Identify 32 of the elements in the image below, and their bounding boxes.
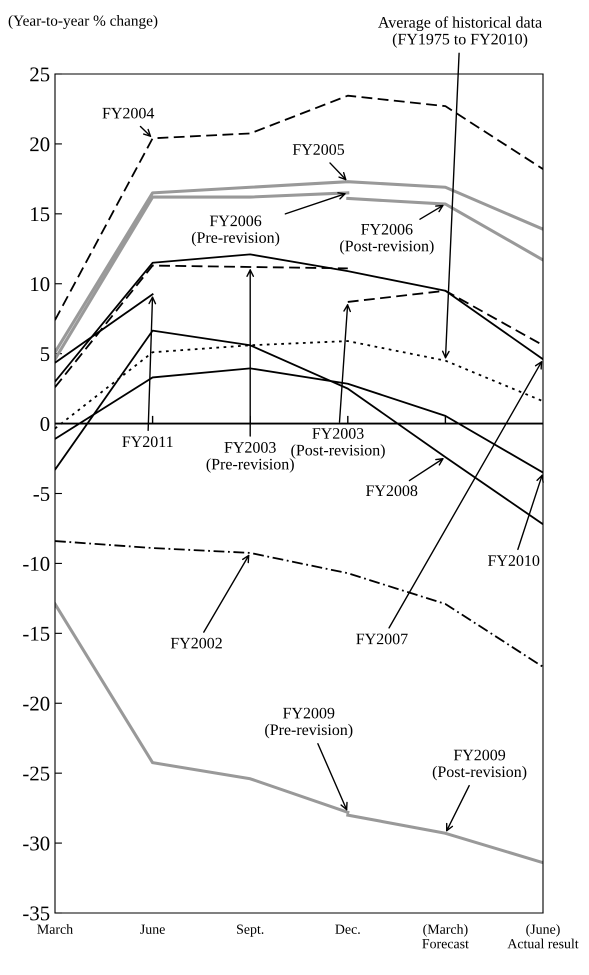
y-tick-label: -10 xyxy=(23,556,50,571)
annotation: FY2006 (Pre-revision) xyxy=(192,215,280,246)
annotation: FY2008 xyxy=(366,485,418,496)
y-tick-label: -25 xyxy=(23,766,50,781)
x-tick-label: (March) Forecast xyxy=(422,924,469,948)
y-tick-label: 20 xyxy=(30,137,50,152)
annotation: FY2006 (Post-revision) xyxy=(340,224,434,255)
annotation: FY2011 xyxy=(122,436,173,448)
y-tick-label: 5 xyxy=(40,347,50,362)
annotation: FY2007 xyxy=(356,634,408,644)
annotation: FY2010 xyxy=(488,555,540,566)
x-tick-label: (June) Actual result xyxy=(507,924,579,948)
annotation: FY2002 xyxy=(170,638,222,649)
annotation: FY2009 (Pre-revision) xyxy=(265,708,352,738)
y-tick-label: 25 xyxy=(30,67,50,82)
x-tick-label: June xyxy=(140,924,165,934)
x-tick-label: Dec. xyxy=(335,924,360,934)
x-tick-label: March xyxy=(37,924,73,934)
y-tick-label: 0 xyxy=(40,416,50,432)
annotation: FY2004 xyxy=(102,108,154,119)
y-tick-label: -35 xyxy=(23,906,50,920)
y-tick-label: -15 xyxy=(23,626,50,641)
y-tick-label: 15 xyxy=(31,207,50,222)
annotation: FY2009 (Post-revision) xyxy=(432,750,526,780)
annotation: Average of historical data (FY1975 to FY2010) xyxy=(378,16,542,48)
y-tick-label: -20 xyxy=(23,696,50,711)
y-tick-label: -5 xyxy=(34,487,50,501)
y-tick-label: 10 xyxy=(31,277,50,292)
annotation: FY2005 xyxy=(292,144,344,155)
x-tick-label: Sept. xyxy=(237,924,264,937)
y-tick-label: -30 xyxy=(23,836,50,851)
y-axis-title: (Year-to-year % change) xyxy=(8,15,158,29)
